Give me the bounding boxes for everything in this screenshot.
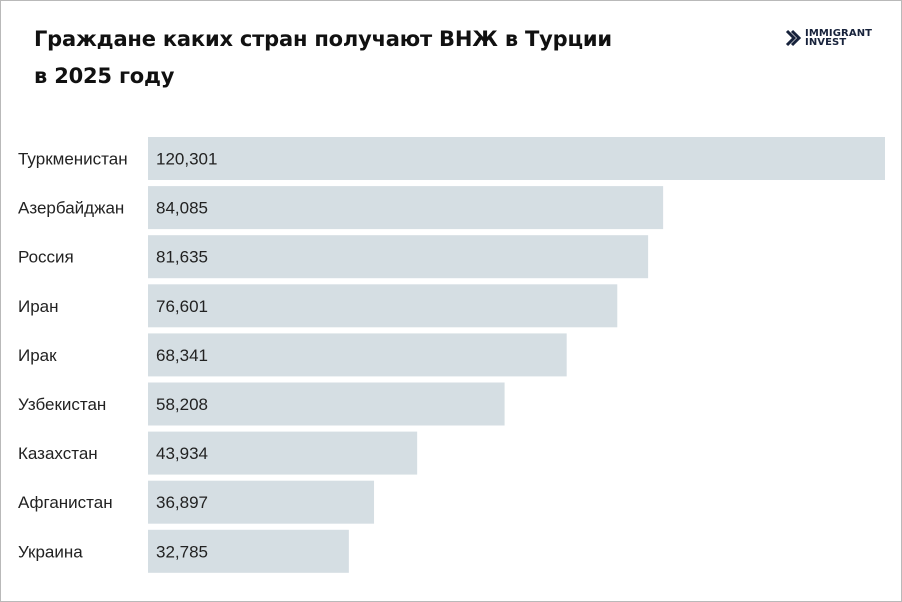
- category-label: Ирак: [18, 346, 57, 365]
- value-label: 76,601: [156, 297, 208, 316]
- value-label: 81,635: [156, 248, 208, 267]
- category-label: Туркменистан: [18, 150, 128, 169]
- brand-logo-line-1: IMMIGRANT: [805, 28, 873, 39]
- brand-logo-text: IMMIGRANT INVEST: [805, 28, 873, 48]
- chart-title-line-1: Граждане каких стран получают ВНЖ в Турц…: [34, 27, 612, 51]
- chart-title-line-2: в 2025 году: [34, 64, 175, 88]
- brand-logo-line-2: INVEST: [805, 37, 847, 48]
- value-label: 32,785: [156, 542, 208, 561]
- bar-3: [148, 284, 618, 328]
- category-label: Россия: [18, 248, 74, 267]
- immigrant-invest-logo-icon: [785, 29, 801, 47]
- category-label: Казахстан: [18, 444, 98, 463]
- value-label: 68,341: [156, 346, 208, 365]
- value-label: 36,897: [156, 493, 208, 512]
- bar-1: [148, 186, 664, 230]
- value-label: 58,208: [156, 395, 208, 414]
- chart-title: Граждане каких стран получают ВНЖ в Турц…: [34, 21, 674, 95]
- bar-2: [148, 235, 649, 279]
- value-label: 43,934: [156, 444, 208, 463]
- bar-6: [148, 431, 418, 475]
- category-label: Иран: [18, 297, 59, 316]
- category-label: Азербайджан: [18, 199, 124, 218]
- bar-5: [148, 382, 505, 426]
- category-label: Афганистан: [18, 493, 113, 512]
- category-label: Узбекистан: [18, 395, 106, 414]
- bar-0: [148, 137, 885, 180]
- value-label: 84,085: [156, 199, 208, 218]
- value-label: 120,301: [156, 150, 217, 169]
- bar-4: [148, 333, 567, 377]
- brand-logo: IMMIGRANT INVEST: [785, 28, 885, 50]
- category-label: Украина: [18, 542, 83, 561]
- bar-8: [148, 529, 349, 573]
- bar-7: [148, 480, 375, 524]
